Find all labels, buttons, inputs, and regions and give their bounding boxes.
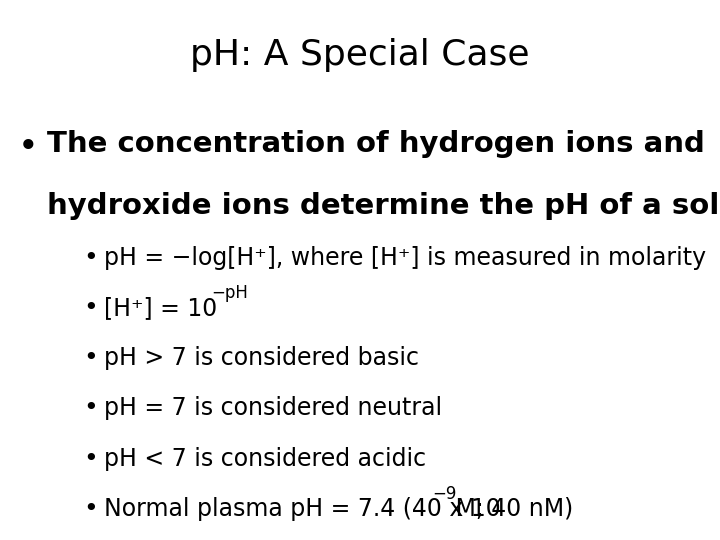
Text: •: •: [83, 497, 97, 521]
Text: −pH: −pH: [211, 284, 248, 302]
Text: [H⁺] = 10: [H⁺] = 10: [104, 296, 217, 320]
Text: pH: A Special Case: pH: A Special Case: [190, 38, 530, 72]
Text: •: •: [83, 447, 97, 470]
Text: pH > 7 is considered basic: pH > 7 is considered basic: [104, 346, 419, 370]
Text: hydroxide ions determine the pH of a solution: hydroxide ions determine the pH of a sol…: [47, 192, 720, 220]
Text: pH = −log[H⁺], where [H⁺] is measured in molarity: pH = −log[H⁺], where [H⁺] is measured in…: [104, 246, 706, 269]
Text: The concentration of hydrogen ions and: The concentration of hydrogen ions and: [47, 130, 705, 158]
Text: Normal plasma pH = 7.4 (40 x 10: Normal plasma pH = 7.4 (40 x 10: [104, 497, 501, 521]
Text: M; 40 nM): M; 40 nM): [448, 497, 573, 521]
Text: •: •: [83, 246, 97, 269]
Text: pH < 7 is considered acidic: pH < 7 is considered acidic: [104, 447, 426, 470]
Text: •: •: [83, 346, 97, 370]
Text: pH = 7 is considered neutral: pH = 7 is considered neutral: [104, 396, 443, 420]
Text: •: •: [18, 130, 39, 164]
Text: •: •: [83, 296, 97, 320]
Text: •: •: [83, 396, 97, 420]
Text: −9: −9: [432, 485, 456, 503]
